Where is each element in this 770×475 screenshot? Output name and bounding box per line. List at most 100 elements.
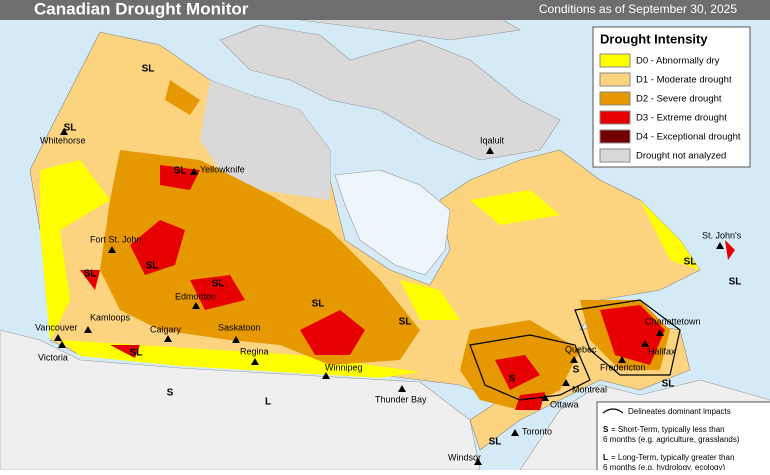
- city-marker: [474, 458, 482, 465]
- impact-label: SL: [684, 257, 697, 268]
- city-label: Victoria: [38, 352, 68, 362]
- impact-label: SL: [64, 123, 77, 134]
- city-label: Fort St. John: [90, 234, 142, 244]
- city-label: Vancouver: [35, 322, 77, 332]
- city-marker: [511, 429, 519, 436]
- legend-swatch: [599, 129, 631, 144]
- city-label: Yellowknife: [200, 164, 245, 174]
- impact-code: L: [603, 453, 608, 462]
- arctic-islands: [219, 0, 561, 161]
- city-label: Quebec: [565, 344, 597, 354]
- city-marker: [251, 358, 259, 365]
- title-bar: [0, 0, 770, 20]
- legend-label: D4 - Exceptional drought: [636, 132, 741, 143]
- city-marker: [190, 168, 198, 175]
- city-marker: [486, 147, 494, 154]
- legend-swatch: [599, 148, 631, 163]
- d3-area: [80, 165, 735, 410]
- legend-title: Drought Intensity: [600, 31, 708, 46]
- city-marker: [641, 340, 649, 347]
- cities: Whitehorse Yellowknife Iqaluit Fort St. Joh…: [35, 128, 742, 465]
- city-marker: [541, 394, 549, 401]
- impact-label: SL: [312, 299, 325, 310]
- city-marker: [618, 356, 626, 363]
- city-marker: [398, 385, 406, 392]
- impact-label: SL: [130, 348, 143, 359]
- legend-swatch: [599, 53, 631, 68]
- impact-line-symbol: [602, 408, 624, 414]
- city-label: Toronto: [522, 426, 552, 436]
- city-label: Thunder Bay: [375, 394, 427, 404]
- city-marker: [108, 246, 116, 253]
- city-marker: [656, 329, 664, 336]
- usa-land: [0, 329, 770, 471]
- city-marker: [232, 336, 240, 343]
- legend-label: D2 - Severe drought: [636, 94, 722, 105]
- city-marker: [58, 341, 66, 348]
- impact-label: S: [573, 365, 580, 376]
- city-label: St. John's: [702, 230, 742, 240]
- impact-label: SL: [84, 269, 97, 280]
- impact-label: L: [265, 397, 271, 408]
- impact-label: SL: [489, 437, 502, 448]
- impact-label: SL: [146, 261, 159, 272]
- city-label: Windsor: [448, 452, 481, 462]
- city-marker: [84, 326, 92, 333]
- city-label: Halifax: [648, 346, 676, 356]
- title: Canadian Drought Monitor: [34, 0, 249, 18]
- impact-label: SL: [399, 317, 412, 328]
- impact-text: = Short-Term, typically less than: [611, 425, 725, 434]
- d2-area: [100, 80, 670, 410]
- city-marker: [192, 302, 200, 309]
- city-marker: [322, 372, 330, 379]
- city-label: Montreal: [572, 384, 607, 394]
- city-marker: [54, 334, 62, 341]
- impact-label: SL: [729, 277, 742, 288]
- impact-label: S: [509, 374, 516, 385]
- legend: Drought Intensity D0 - Abnormally dry D1 …: [592, 26, 751, 168]
- city-label: Charlottetown: [645, 316, 701, 326]
- impact-label: SL: [174, 166, 187, 177]
- impact-label: SL: [662, 379, 675, 390]
- impact-text: 6 months (e.g. hydrology, ecology): [603, 463, 725, 470]
- impact-label: S: [167, 388, 174, 399]
- city-label: Iqaluit: [480, 135, 505, 145]
- impacts-legend: Delineates dominant impacts S = Short-Ter…: [596, 401, 770, 475]
- city-label: Edmonton: [175, 291, 216, 301]
- impact-text: 6 months (e.g. agriculture, grasslands): [603, 435, 740, 444]
- legend-label: Drought not analyzed: [636, 151, 726, 162]
- city-label: Fredericton: [600, 362, 646, 372]
- d0-area: [40, 160, 700, 378]
- legend-label: D3 - Extreme drought: [636, 113, 727, 124]
- legend-label: D0 - Abnormally dry: [636, 56, 720, 67]
- city-marker: [164, 335, 172, 342]
- legend-swatch: [599, 72, 631, 87]
- impact-label: SL: [212, 279, 225, 290]
- city-label: Kamloops: [90, 312, 131, 322]
- impact-boundary: [574, 299, 681, 376]
- impact-text: = Long-Term, typically greater than: [611, 453, 734, 462]
- city-marker: [60, 128, 68, 135]
- legend-label: D1 - Moderate drought: [636, 75, 732, 86]
- not-analyzed-area: [200, 80, 330, 200]
- city-marker: [570, 356, 578, 363]
- city-label: Whitehorse: [40, 135, 86, 145]
- city-label: Ottawa: [550, 399, 579, 409]
- legend-swatch: [599, 91, 631, 106]
- impact-boundary: [469, 334, 591, 401]
- city-label: Regina: [240, 346, 269, 356]
- hudson-bay: [334, 169, 451, 276]
- impacts-title: Delineates dominant impacts: [628, 407, 731, 416]
- city-marker: [562, 379, 570, 386]
- impact-code: S: [603, 425, 609, 434]
- impact-label: SL: [142, 64, 155, 75]
- city-label: Saskatoon: [218, 322, 261, 332]
- legend-swatch: [599, 110, 631, 125]
- city-label: Calgary: [150, 324, 182, 334]
- impacts-box: [596, 401, 770, 475]
- city-label: Winnipeg: [325, 362, 363, 372]
- subtitle: Conditions as of September 30, 2025: [539, 2, 737, 16]
- city-marker: [716, 242, 724, 249]
